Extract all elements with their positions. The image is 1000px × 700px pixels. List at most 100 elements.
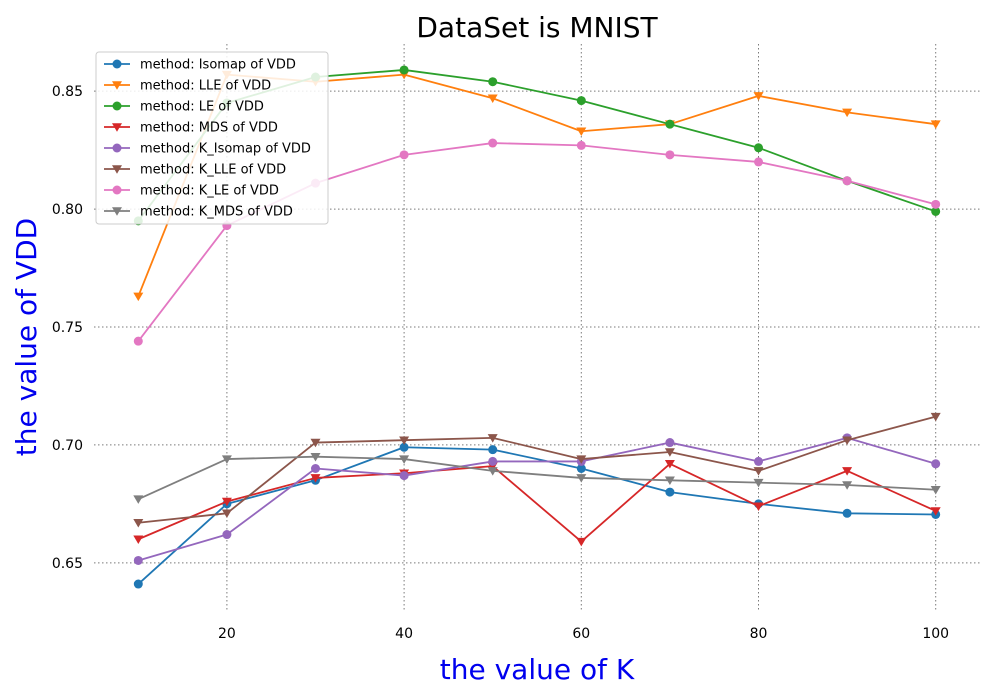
legend-label: method: LE of VDD [140,100,264,115]
data-point [222,530,232,540]
series-line [137,446,936,585]
data-point [488,138,498,148]
data-point [664,448,675,457]
data-point [842,176,852,186]
legend-marker [112,185,122,195]
legend-label: method: K_LLE of VDD [140,163,286,178]
data-point [576,455,587,464]
data-point [487,94,498,103]
data-point [399,436,410,445]
legend-marker [112,143,122,153]
data-point [930,120,941,129]
data-point [842,467,853,476]
data-point [311,464,320,473]
data-point [753,478,764,488]
data-point [487,467,498,476]
series-1 [133,442,941,589]
legend-label: method: K_MDS of VDD [140,205,293,220]
data-point [930,485,941,495]
data-point [399,442,409,452]
legend-item: method: LE of VDD [104,100,264,115]
data-point [664,460,675,469]
series-5 [133,433,941,565]
data-point [576,537,587,547]
legend-item: method: MDS of VDD [104,121,278,136]
y-axis-label: the value of VDD [10,218,43,456]
data-point [576,96,586,106]
data-point [310,452,321,462]
data-point [487,434,498,443]
legend-label: method: MDS of VDD [140,121,278,136]
legend-item: method: Isomap of VDD [104,58,296,73]
legend-label: method: LLE of VDD [140,79,271,94]
y-tick-label: 0.75 [52,320,83,336]
data-point [133,518,144,528]
data-point [754,143,763,153]
data-point [930,412,941,422]
legend-marker [112,207,122,216]
data-point [488,77,498,87]
x-axis-label: the value of K [440,653,635,686]
data-point [488,445,498,455]
data-point [221,497,232,507]
data-point [133,555,143,565]
series-line [137,462,937,543]
legend-label: method: K_LE of VDD [140,184,279,199]
legend-marker [112,165,122,174]
data-point [310,474,321,483]
legend-label: method: K_Isomap of VDD [140,142,311,157]
y-tick-label: 0.85 [52,84,83,100]
series-6 [133,412,941,528]
data-point [842,436,853,445]
legend: method: Isomap of VDD method: LLE of VDD m… [95,51,329,225]
x-tick-label: 60 [572,626,590,642]
data-point [753,502,764,511]
data-point [576,474,587,483]
legend-marker [112,59,122,69]
x-tick-label: 100 [922,626,949,642]
data-point [576,464,586,473]
x-tick-label: 40 [395,626,413,642]
data-point [842,508,852,518]
data-point [754,157,763,167]
data-point [399,471,409,481]
data-point [665,438,675,448]
y-tick-label: 0.70 [52,438,83,454]
tick-labels: 20 40 60 80 100 0.65 0.70 0.75 0.80 0.85 [52,84,949,642]
legend-item: method: K_Isomap of VDD [104,142,311,157]
legend-label: method: Isomap of VDD [140,58,296,73]
legend-marker [112,101,122,111]
legend-marker [112,123,122,132]
data-point [665,150,675,160]
data-point [133,535,144,544]
data-point [753,92,764,101]
data-point [665,487,675,497]
series-line [137,455,936,500]
data-point [842,481,853,490]
data-point [221,455,232,464]
data-point [399,65,409,75]
data-point [931,199,941,209]
x-tick-label: 80 [750,626,768,642]
legend-marker [112,81,122,90]
data-point [488,456,498,466]
legend-item: method: LLE of VDD [104,79,271,94]
series-4 [133,460,941,547]
data-point [310,438,321,448]
legend-item: method: K_MDS of VDD [104,205,293,220]
data-point [931,459,941,469]
data-point [133,495,144,504]
series-line [138,415,936,524]
data-point [754,456,763,466]
chart-title: DataSet is MNIST [416,11,658,44]
data-point [221,509,232,519]
legend-item: method: K_LLE of VDD [104,163,286,178]
series-8 [133,452,941,504]
data-point [133,292,144,302]
data-point [399,150,409,160]
data-point [665,119,675,129]
data-point [930,507,941,516]
data-point [664,476,675,486]
y-tick-label: 0.80 [52,202,83,218]
